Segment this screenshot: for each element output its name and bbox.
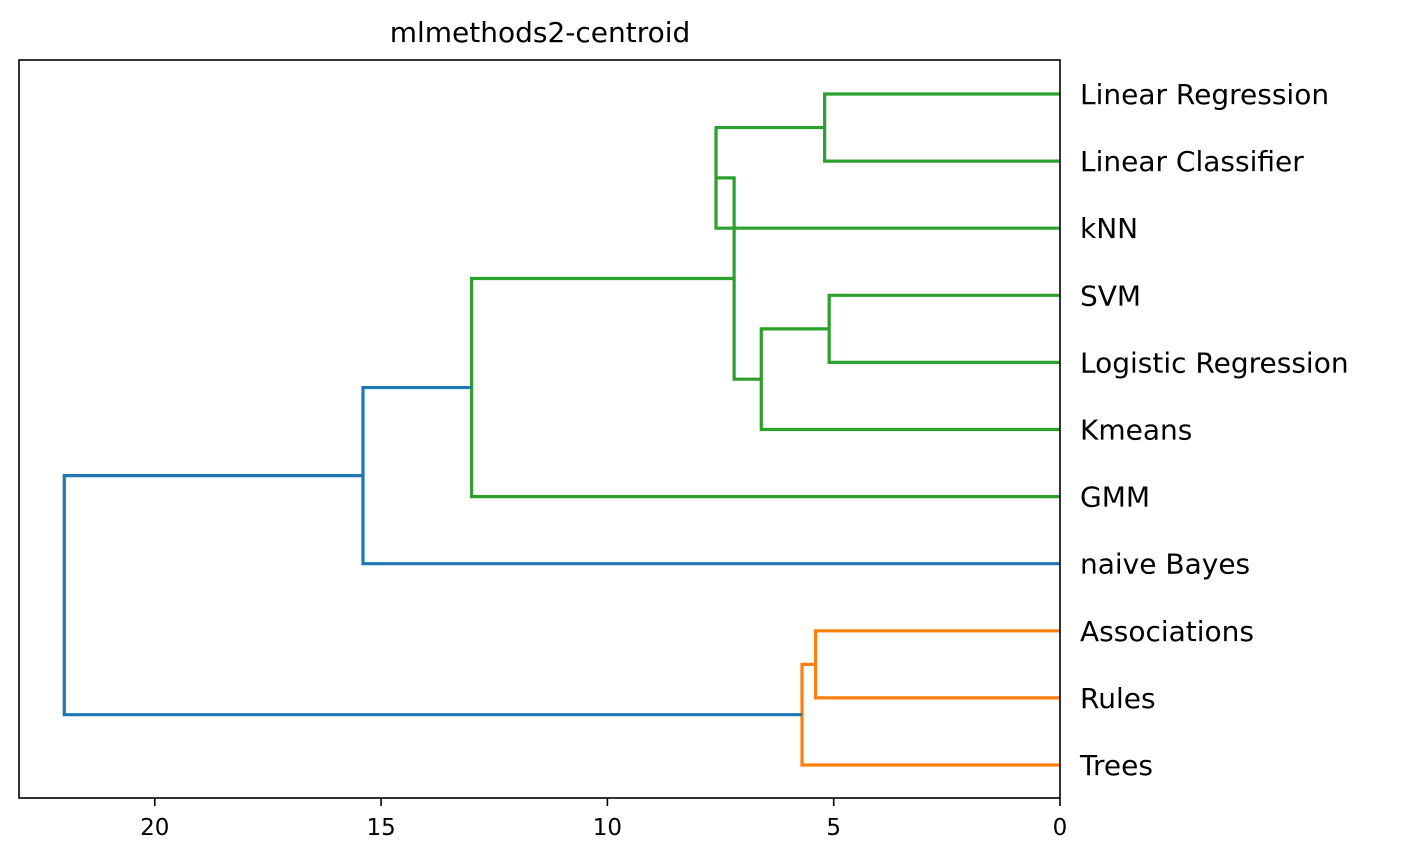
dendrogram-link-4 xyxy=(800,662,1060,767)
links-layer xyxy=(62,92,1060,767)
dendrogram-link-10 xyxy=(62,474,803,717)
x-tick-label: 20 xyxy=(140,815,169,841)
chart-title: mlmethods2-centroid xyxy=(390,16,691,49)
x-tick-label: 5 xyxy=(826,815,841,841)
dendrogram-link-1 xyxy=(823,92,1060,163)
leaf-label: Trees xyxy=(1079,749,1153,782)
x-tick-label: 15 xyxy=(366,815,395,841)
leaf-label: kNN xyxy=(1080,212,1138,245)
leaf-label: Linear Classifier xyxy=(1080,145,1304,178)
dendrogram-link-2 xyxy=(827,293,1060,364)
x-tick-label: 10 xyxy=(593,815,622,841)
dendrogram-link-5 xyxy=(759,327,1060,432)
x-tick-label: 0 xyxy=(1053,815,1068,841)
dendrogram-link-9 xyxy=(361,385,1060,566)
dendrogram-link-7 xyxy=(716,176,762,381)
leaf-label: Kmeans xyxy=(1080,414,1192,447)
leaf-label: Associations xyxy=(1080,615,1254,648)
dendrogram-link-8 xyxy=(470,276,1060,499)
leaf-label: Rules xyxy=(1080,682,1156,715)
leaf-label: Logistic Regression xyxy=(1080,346,1349,379)
leaf-label: GMM xyxy=(1080,481,1150,514)
plot-frame xyxy=(18,59,1061,799)
leaf-label: naive Bayes xyxy=(1080,548,1250,581)
dendrogram-link-6 xyxy=(714,125,1060,230)
x-axis: 20 15 10 5 0 xyxy=(140,798,1067,841)
leaf-label: SVM xyxy=(1080,279,1141,312)
dendrogram-link-3 xyxy=(813,629,1060,700)
leaf-labels: Linear Regression Linear Classifier kNN SVM… xyxy=(1079,78,1349,782)
leaf-label: Linear Regression xyxy=(1080,78,1329,111)
